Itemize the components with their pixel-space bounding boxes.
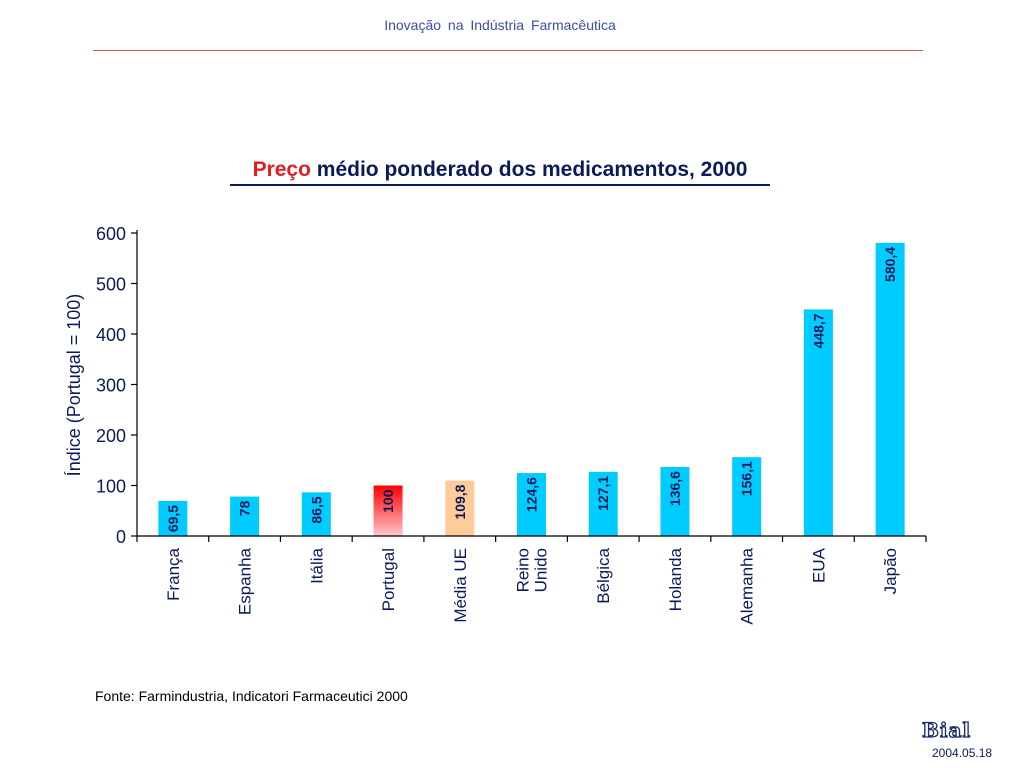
bar xyxy=(588,471,618,536)
data-label: 448,7 xyxy=(810,313,826,348)
y-tick-label: 300 xyxy=(96,376,126,396)
x-tick-label: Bélgica xyxy=(594,547,613,603)
chart-title-rest: médio ponderado dos medicamentos, 2000 xyxy=(310,158,748,181)
header-title: Inovação na Indústria Farmacêutica xyxy=(384,17,616,33)
data-label: 124,6 xyxy=(524,477,540,512)
y-tick-label: 100 xyxy=(96,477,126,497)
y-tick-label: 200 xyxy=(96,426,126,446)
bar xyxy=(373,485,403,536)
bars-layer xyxy=(158,242,905,536)
x-tick-label: Unido xyxy=(532,548,551,592)
x-tick-label: Japão xyxy=(881,548,900,594)
bar xyxy=(158,500,188,536)
axes-layer xyxy=(131,230,927,542)
date-stamp: 2004.05.18 xyxy=(932,746,993,760)
chart-title-accent: Preço xyxy=(252,158,311,181)
x-tick-label: Itália xyxy=(307,547,326,583)
x-tick-label: Média UE xyxy=(451,548,470,623)
y-tick-label: 500 xyxy=(96,275,126,295)
bar xyxy=(875,242,905,536)
bar xyxy=(230,496,260,536)
header-divider xyxy=(93,50,923,51)
data-label: 78 xyxy=(237,500,253,516)
x-tick-label: Alemanha xyxy=(738,547,757,624)
x-tick-label: Espanha xyxy=(236,547,255,615)
data-label: 100 xyxy=(380,489,396,513)
x-tick-label: Holanda xyxy=(666,547,685,611)
y-axis-title: Índice (Portugal = 100) xyxy=(64,294,84,477)
data-label: 127,1 xyxy=(595,476,611,511)
x-tick-label: Reino xyxy=(514,548,533,592)
x-tick-label: EUA xyxy=(809,547,828,583)
y-tick-label: 400 xyxy=(96,325,126,345)
bar xyxy=(803,309,833,536)
x-tick-label: Portugal xyxy=(379,548,398,611)
y-tick-label: 600 xyxy=(96,224,126,244)
data-label: 156,1 xyxy=(739,461,755,496)
y-tick-label: 0 xyxy=(116,527,126,547)
data-label: 109,8 xyxy=(452,484,468,519)
data-label: 580,4 xyxy=(882,247,898,282)
data-label: 86,5 xyxy=(308,496,324,523)
x-tick-label: França xyxy=(164,547,183,600)
chart-title: Preço médio ponderado dos medicamentos, … xyxy=(230,157,770,186)
bar xyxy=(517,473,546,536)
bar xyxy=(445,480,475,536)
bar xyxy=(301,492,331,536)
source-note: Fonte: Farmindustria, Indicatori Farmace… xyxy=(95,688,408,704)
data-label: 69,5 xyxy=(165,505,181,532)
bar xyxy=(660,467,690,536)
bar xyxy=(732,457,762,536)
bial-logo: Bial xyxy=(921,717,972,742)
data-label: 136,6 xyxy=(667,471,683,506)
labels-layer: 0 100 200 300 400 500 600 Índice (Portugal = 10… xyxy=(64,224,900,625)
